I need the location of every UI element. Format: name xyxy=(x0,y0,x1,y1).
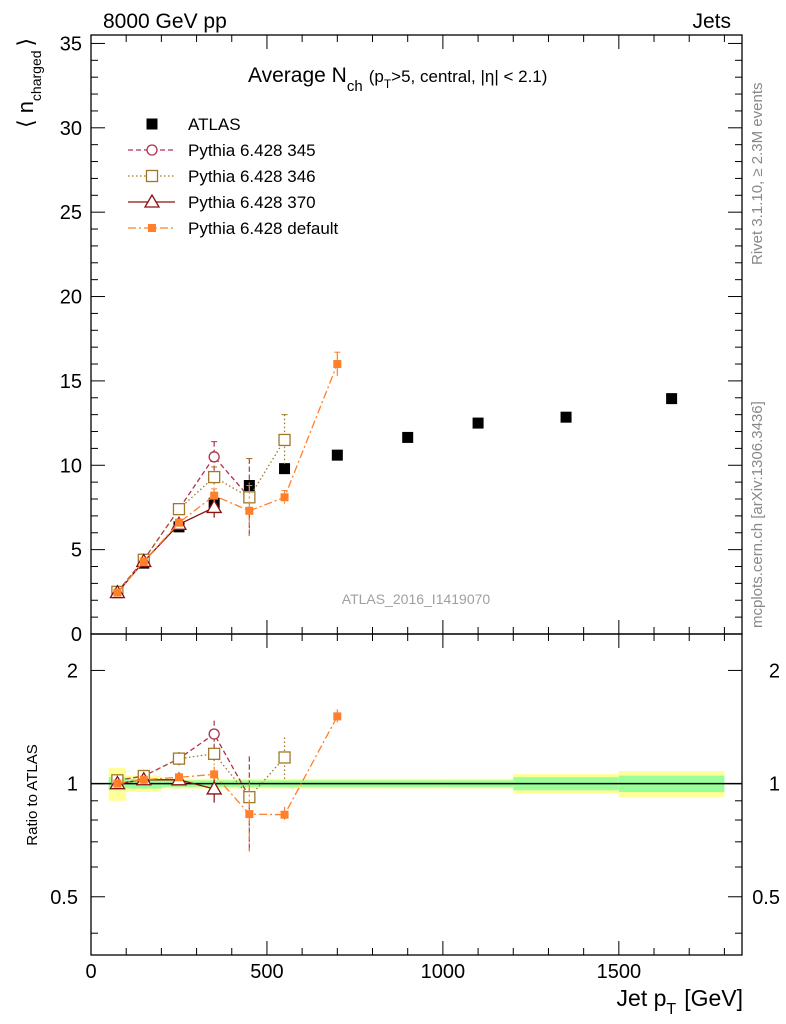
series-4-point xyxy=(113,588,122,597)
ratio-y-tick-label-left: 0.5 xyxy=(50,887,78,909)
energy-label: 8000 GeV pp xyxy=(103,10,227,33)
series-4-ratio-point xyxy=(280,810,289,819)
ratio-y-tick-label-right: 1 xyxy=(769,774,780,796)
atlas-data-point xyxy=(560,411,572,423)
y-tick-label: 20 xyxy=(60,287,82,309)
series-4-ratio-line xyxy=(117,716,338,816)
series-3-point xyxy=(206,499,223,514)
series-4-ratio-point xyxy=(210,770,219,779)
legend-label: Pythia 6.428 370 xyxy=(188,193,316,212)
ratio-y-tick-label-right: 2 xyxy=(769,660,780,682)
axis-ticks xyxy=(90,35,742,955)
legend-marker xyxy=(146,144,158,156)
atlas-data-point xyxy=(472,417,484,429)
x-axis-label: Jet pT [GeV] xyxy=(617,985,743,1018)
y-tick-label: 0 xyxy=(71,624,82,646)
series-2-ratio-point xyxy=(208,747,221,760)
y-axis-label-ratio: Ratio to ATLAS xyxy=(24,744,41,845)
series-4-point xyxy=(245,506,254,515)
series-4-ratio-point xyxy=(139,775,148,784)
atlas-data-point xyxy=(331,449,343,461)
atlas-data-point xyxy=(402,431,414,443)
analysis-id: ATLAS_2016_I1419070 xyxy=(342,591,491,607)
legend: ATLAS Pythia 6.428 345 Pythia 6.428 346 Pyt… xyxy=(128,115,339,238)
legend-marker xyxy=(148,224,156,232)
atlas-data-point xyxy=(666,393,678,405)
series-3-ratio-point xyxy=(206,780,223,795)
series-4-line xyxy=(116,363,338,594)
series-4-point xyxy=(210,491,219,500)
series-1-line xyxy=(116,455,250,593)
legend-marker xyxy=(143,193,161,208)
y-tick-label: 5 xyxy=(71,540,82,562)
series-2-point xyxy=(208,470,221,484)
series-1-ratio-point xyxy=(208,728,220,740)
ratio-y-tick-label-left: 2 xyxy=(67,660,78,682)
series-3-line xyxy=(116,506,215,594)
series-4-ratio-point xyxy=(174,773,183,782)
y-tick-label: 25 xyxy=(60,202,82,224)
ratio-y-tick-label-left: 1 xyxy=(67,774,78,796)
ratio-y-tick-label-right: 0.5 xyxy=(752,887,780,909)
series-2-point xyxy=(278,433,291,447)
x-tick-label: 500 xyxy=(250,961,283,983)
ratio-uncertainty-bands xyxy=(91,768,742,801)
ratio-plot-frame xyxy=(90,633,743,956)
main-series xyxy=(109,351,678,599)
y-tick-label: 15 xyxy=(60,371,82,393)
series-2-line xyxy=(116,439,286,593)
x-tick-label: 1000 xyxy=(421,961,466,983)
y-tick-label: 30 xyxy=(60,118,82,140)
axis-tick-labels: 0 500 1000 1500 0 5 10 15 20 25 30 35 0.5 0.5 1 1 2 2 xyxy=(50,33,780,983)
legend-marker xyxy=(146,118,158,130)
series-2-ratio-point xyxy=(172,752,186,765)
y-tick-label: 35 xyxy=(60,33,82,55)
legend-label: Pythia 6.428 345 xyxy=(188,141,316,160)
series-4-ratio-point xyxy=(245,810,254,819)
ratio-series xyxy=(109,709,342,852)
x-tick-label: 1500 xyxy=(597,961,642,983)
series-4-point xyxy=(139,557,148,566)
y-axis-label-main: ⟨ ncharged⟩ xyxy=(13,38,44,128)
legend-label: Pythia 6.428 default xyxy=(188,219,339,238)
legend-marker xyxy=(145,169,159,183)
x-tick-label: 0 xyxy=(85,961,96,983)
category-label: Jets xyxy=(692,10,731,33)
source-side-label: mcplots.cern.ch [arXiv:1306.3436] xyxy=(749,401,766,628)
series-4-point xyxy=(280,493,289,502)
series-4-ratio-point xyxy=(113,779,122,788)
series-3-ratio-line xyxy=(117,779,215,790)
legend-label: ATLAS xyxy=(188,115,241,134)
rivet-side-label: Rivet 3.1.10, ≥ 2.3M events xyxy=(749,83,766,266)
plot-title: Average Nch(pT>5, central, |η| < 2.1) xyxy=(248,64,547,95)
series-1-point xyxy=(208,451,220,463)
atlas-data-point xyxy=(279,463,291,475)
series-4-point xyxy=(174,518,183,527)
series-2-point xyxy=(172,502,186,516)
legend-label: Pythia 6.428 346 xyxy=(188,167,316,186)
series-4-ratio-point xyxy=(333,712,342,721)
series-2-ratio-point xyxy=(278,751,291,764)
series-4-point xyxy=(333,360,342,369)
y-tick-label: 10 xyxy=(60,455,82,477)
